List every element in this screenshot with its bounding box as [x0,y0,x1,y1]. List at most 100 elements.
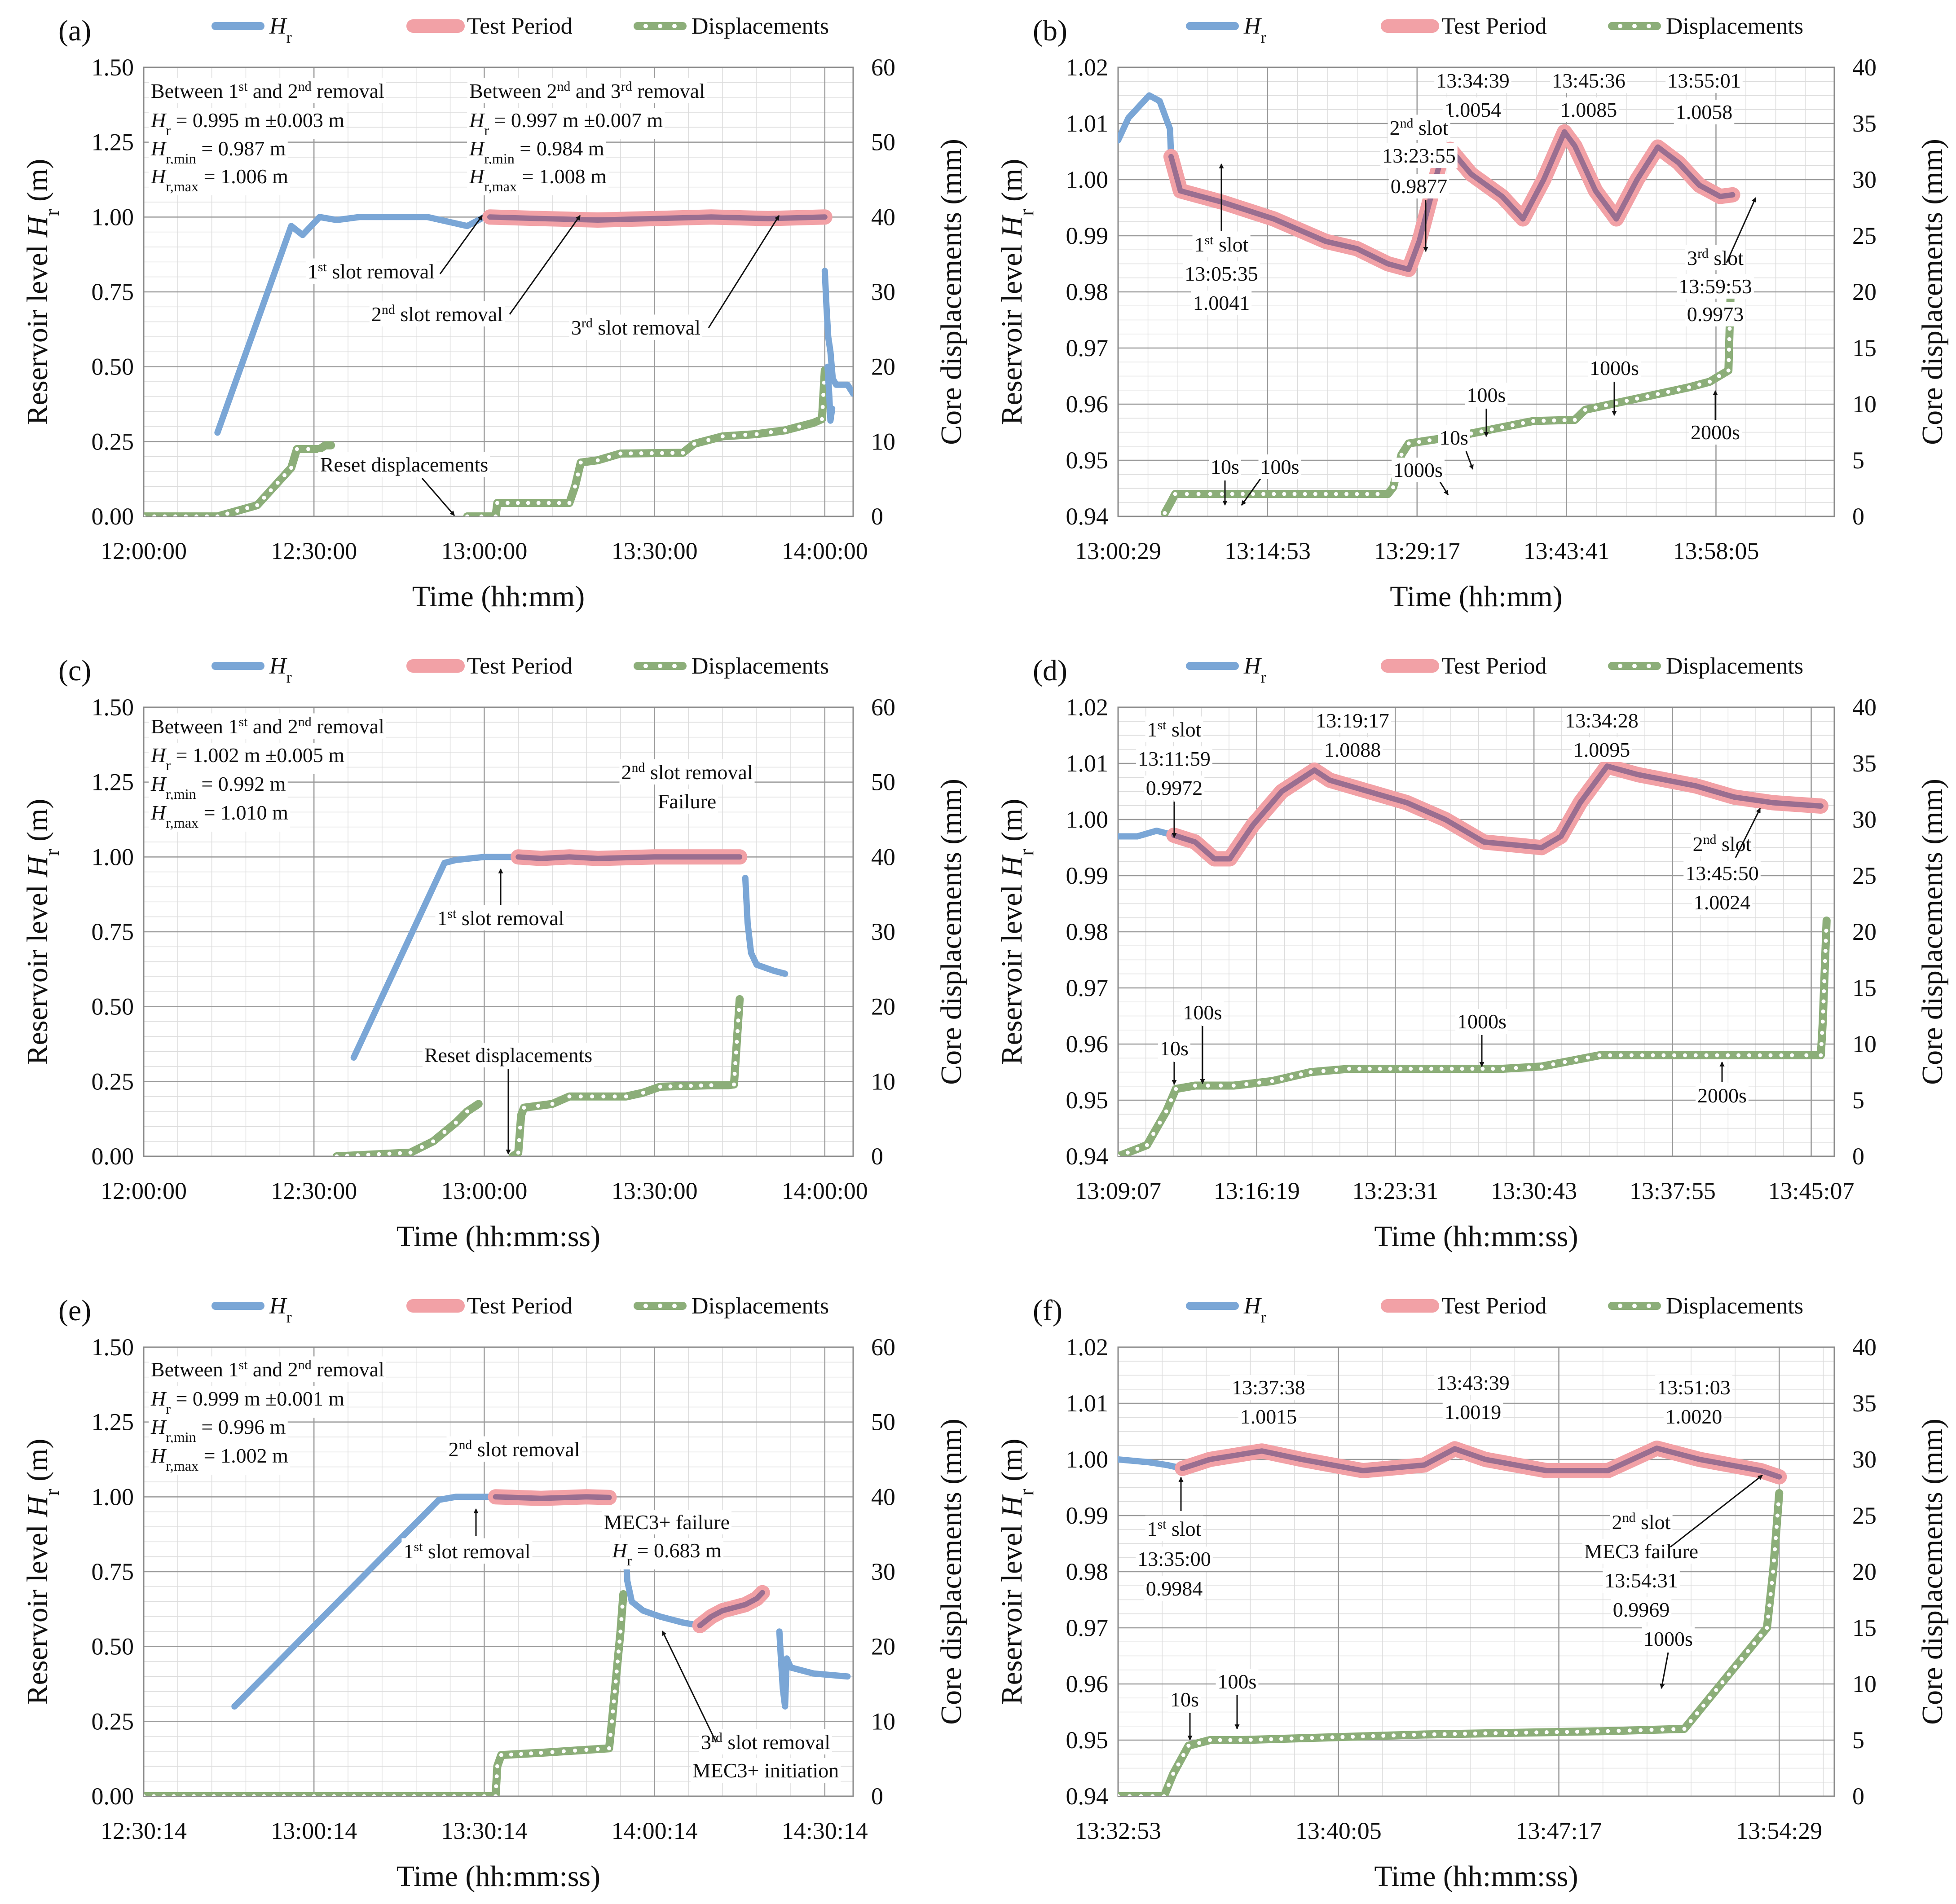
annotation-background [1685,302,1746,326]
displacement-point [1597,1053,1602,1058]
annotation-background [1314,708,1391,733]
displacement-point [1542,419,1546,423]
annotation-background [149,78,386,103]
annotation-background [1442,97,1503,122]
displacement-point [1606,1729,1610,1733]
displacement-point [1491,1067,1495,1071]
y-left-tick-label: 0.00 [92,1783,134,1810]
displacement-point [1125,1150,1130,1155]
displacement-point [1551,1062,1555,1067]
displacement-point [452,1794,456,1796]
displacement-point [1173,492,1177,496]
y-right-tick-label: 30 [1852,1446,1877,1473]
displacement-point [1391,485,1396,489]
x-axis-label: Time (hh:mm:ss) [1374,1860,1578,1893]
annotation-background [1145,716,1203,742]
displacement-point [306,447,311,451]
displacement-point [660,451,664,455]
annotation-t1: 13:37:38 [1232,1376,1305,1399]
annotation-background [602,1510,732,1534]
displacement-point [1767,1603,1771,1608]
displacement-point [1733,1665,1737,1669]
displacement-point [1503,1731,1508,1735]
annotation-background [1230,1375,1307,1400]
annotation-s1_l3: 0.9972 [1146,776,1203,799]
displacement-point [1330,1735,1335,1740]
hr-line [350,854,522,1061]
annotation-background [1388,174,1449,198]
displacement-point [670,451,675,455]
displacement-point [1365,492,1370,496]
hr-line [623,1553,703,1629]
annotation-background [1438,425,1470,450]
displacement-point [1666,390,1670,394]
legend-label: Test Period [467,653,573,679]
displacement-point [505,501,510,505]
panel-a: 0.00 0.25 0.50 0.75 1.00 1.25 1.50 0 10 20 30 40 50 6… [21,13,968,613]
y-left-tick-label: 0.96 [1066,391,1109,418]
x-axis-label: Time (hh:mm) [412,580,585,613]
panel-label: (d) [1033,654,1067,687]
y-left-tick-label: 0.50 [92,993,134,1020]
displacement-point [1752,1641,1757,1646]
y-right-axis-label: Core displacements (mm) [935,139,968,445]
displacement-point [335,1154,339,1156]
annotation-d1000s: 1000s [1457,1010,1507,1033]
legend-marker [1618,1304,1622,1308]
annotation-s1_l1: 1st​ slot [1194,233,1249,256]
x-axis-label: Time (hh:mm:ss) [396,1220,600,1253]
annotation-background [1677,274,1754,299]
displacement-point [1704,1053,1709,1058]
annotation-background [656,789,718,814]
y-right-tick-label: 10 [871,1708,895,1735]
annotation-background [467,108,665,139]
annotation-background [467,136,606,167]
displacement-point [1714,1688,1718,1692]
displacement-line [144,1590,628,1796]
legend-marker [1647,1304,1651,1308]
y-right-tick-label: 5 [1852,1727,1864,1754]
annotation-background [1181,1000,1224,1025]
legend-label: Hr​ [269,13,292,46]
displacement-point [1501,1067,1505,1071]
annotation-slot2_l1: 2nd​ slot removal [621,760,753,784]
displacement-point [465,514,469,516]
y-left-tick-label: 0.95 [1066,1727,1109,1754]
displacement-line [508,995,744,1156]
annotation-background [1168,1687,1201,1712]
annotation-s1_l2: 13:35:00 [1137,1547,1211,1570]
legend-marker [643,664,648,668]
displacement-point [624,1094,628,1099]
annotation-background [1191,291,1252,315]
annotation-background [1144,776,1205,800]
displacement-point [232,1794,236,1796]
displacement-point [1514,1731,1518,1735]
displacement-point [1672,1053,1677,1058]
plot-area [1117,66,1835,517]
displacement-point [607,1746,611,1750]
displacement-point [255,503,260,507]
legend-marker [643,1304,648,1308]
y-right-tick-label: 10 [1852,1031,1877,1058]
y-right-tick-label: 20 [1852,278,1877,305]
displacement-point [1417,440,1421,444]
annotation-s2_l4: 0.9969 [1613,1598,1670,1621]
legend-marker [1618,24,1622,28]
annotation-s2_l3: 1.0024 [1694,891,1751,914]
y-left-tick-label: 0.00 [92,1143,134,1170]
displacement-point [442,1794,446,1796]
legend-label: Displacements [1666,653,1803,679]
displacement-point [1270,1079,1274,1083]
annotation-arrow [421,478,455,516]
series-group [1118,1441,1787,1796]
displacement-point [550,1750,555,1754]
displacement-point [275,480,280,485]
annotation-box1_l4: Hr,max​ = 1.002 m [150,1444,288,1474]
displacement-point [1822,989,1826,993]
displacement-point [1303,492,1307,496]
x-tick-label: 12:30:00 [271,1177,357,1204]
y-right-tick-label: 35 [1852,1390,1877,1417]
hr-line [776,1628,851,1710]
x-axis-label: Time (hh:mm:ss) [1374,1220,1578,1253]
displacement-point [1412,1732,1416,1737]
